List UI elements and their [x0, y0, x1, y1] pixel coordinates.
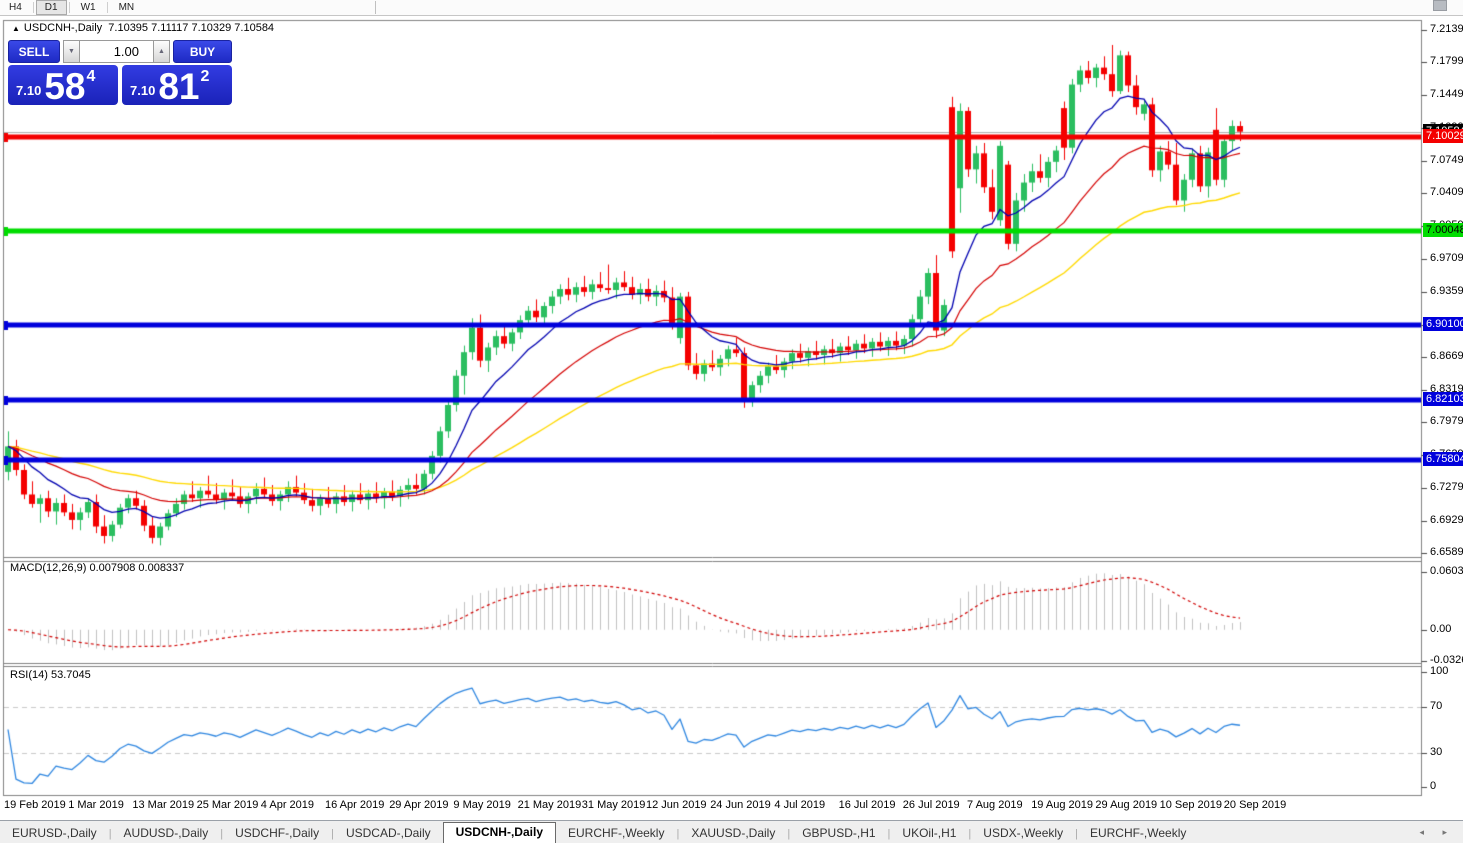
trade-panel: SELL ▼ 1.00 ▲ BUY 7.10 58 4 7.10 81 2 [8, 40, 232, 105]
date-axis-label: 4 Jul 2019 [774, 799, 826, 811]
date-axis-label: 9 May 2019 [453, 799, 511, 811]
symbol-info[interactable]: ▲ USDCNH-,Daily 7.10395 7.11117 7.10329 7… [12, 22, 274, 34]
toolbar-separator [106, 2, 108, 13]
date-axis-label: 10 Sep 2019 [1159, 799, 1222, 811]
tab-audusd-daily[interactable]: AUDUSD-,Daily [123, 826, 209, 840]
axis-tick-label: 7.21390 [1430, 23, 1463, 35]
symbol-name: USDCNH-,Daily [23, 22, 103, 34]
buy-price-big-figure: 7.10 [130, 83, 156, 98]
date-axis-label: 7 Aug 2019 [967, 799, 1023, 811]
date-axis-label: 16 Apr 2019 [325, 799, 385, 811]
date-axis-label: 26 Jul 2019 [902, 799, 960, 811]
date-axis-label: 29 Apr 2019 [389, 799, 449, 811]
tab-usdcnh-daily[interactable]: USDCNH-,Daily [442, 822, 556, 843]
tab-usdx-weekly[interactable]: USDX-,Weekly [983, 826, 1064, 840]
date-axis-label: 16 Jul 2019 [838, 799, 896, 811]
tab-usdchf-daily[interactable]: USDCHF-,Daily [235, 826, 320, 840]
axis-tick-label: 7.07490 [1430, 153, 1463, 166]
toolbar-separator [32, 2, 34, 13]
tab-eurusd-daily[interactable]: EURUSD-,Daily [12, 826, 97, 840]
tab-separator: | [1075, 828, 1078, 840]
sell-price-point: 4 [86, 68, 96, 85]
macd-label: MACD(12,26,9) 0.007908 0.008337 [10, 562, 185, 574]
buy-price-pips: 81 [158, 66, 200, 107]
tab-eurchf-weekly[interactable]: EURCHF-,Weekly [568, 826, 665, 840]
date-axis-label: 20 Sep 2019 [1223, 799, 1287, 811]
date-axis-label: 13 Mar 2019 [132, 799, 195, 811]
sell-price-pips: 58 [44, 66, 86, 107]
tab-separator: | [968, 828, 972, 840]
tab-separator: | [331, 828, 334, 840]
symbol-quotes: 7.10395 7.11117 7.10329 7.10584 [108, 22, 275, 34]
date-axis-label: 4 Apr 2019 [260, 799, 315, 811]
buy-button[interactable]: BUY [173, 40, 232, 63]
level-label-resistance: 7.10029 [1423, 129, 1463, 144]
axis-tick-label: 6.97090 [1430, 251, 1463, 264]
axis-tick-label: 0 [1430, 780, 1437, 792]
tab-usdcad-daily[interactable]: USDCAD-,Daily [345, 826, 431, 840]
date-axis-label: 12 Jun 2019 [646, 799, 707, 811]
tab-xauusd-daily[interactable]: XAUUSD-,Daily [691, 826, 776, 840]
axis-tick-label: 6.79790 [1430, 415, 1463, 427]
toolbar-group-separator [375, 1, 377, 14]
tab-separator: | [787, 828, 791, 840]
timeframe-toolbar: H4 D1 W1 MN [0, 0, 1463, 16]
volume-stepper: ▼ 1.00 ▲ [63, 40, 170, 63]
date-axis-label: 19 Feb 2019 [4, 799, 66, 811]
axis-tick-label: 30 [1430, 745, 1443, 758]
volume-up-icon[interactable]: ▲ [153, 40, 170, 63]
timeframe-button-d1[interactable]: D1 [35, 0, 67, 15]
axis-tick-label: 6.69290 [1430, 513, 1463, 526]
axis-tick-label: 6.83190 [1430, 382, 1463, 395]
date-axis-label: 31 May 2019 [581, 799, 646, 811]
axis-tick-label: 0.060317 [1430, 565, 1463, 577]
axis-tick-label: -0.032648 [1430, 654, 1463, 666]
tab-scroll-arrows[interactable]: ◂ ▸ [1419, 827, 1455, 837]
axis-tick-label: 7.14490 [1430, 88, 1463, 101]
timeframe-button-w1[interactable]: W1 [80, 2, 96, 13]
date-axis-label: 19 Aug 2019 [1031, 799, 1093, 811]
sell-quote[interactable]: 7.10 58 4 [8, 65, 118, 105]
volume-down-icon[interactable]: ▼ [63, 40, 80, 63]
timeframe-button-mn[interactable]: MN [118, 2, 135, 13]
axis-tick-label: 6.72790 [1430, 480, 1463, 493]
date-axis-label: 1 Mar 2019 [68, 799, 124, 811]
date-axis-label: 24 Jun 2019 [710, 799, 771, 811]
tab-ukoil-h1[interactable]: UKOil-,H1 [902, 826, 957, 840]
toolbar-corner-box [1433, 0, 1447, 11]
tab-gbpusd-h1[interactable]: GBPUSD-,H1 [802, 826, 876, 840]
tab-separator: | [676, 828, 680, 840]
level-label-support-1: 6.90100 [1423, 316, 1463, 331]
axis-tick-label: 6.93590 [1430, 284, 1463, 297]
axis-tick-label: 6.86690 [1430, 349, 1463, 362]
tab-separator: | [220, 828, 224, 840]
date-axis-label: 29 Aug 2019 [1095, 799, 1158, 811]
chart-canvas[interactable] [0, 16, 1463, 820]
level-label-support-3: 6.75804 [1423, 451, 1463, 466]
timeframe-button-h4[interactable]: H4 [9, 2, 22, 13]
axis-tick-label: 70 [1430, 699, 1443, 712]
tab-separator: | [887, 828, 891, 840]
axis-tick-label: 0.00 [1430, 622, 1452, 635]
toolbar-separator [68, 2, 70, 13]
buy-price-point: 2 [200, 68, 210, 85]
sell-button[interactable]: SELL [8, 40, 60, 63]
axis-tick-label: 7.17990 [1430, 55, 1463, 68]
buy-quote[interactable]: 7.10 81 2 [122, 65, 232, 105]
level-label-seven: 7.00048 [1423, 223, 1463, 238]
date-axis-label: 25 Mar 2019 [196, 799, 259, 811]
tab-separator: | [108, 828, 112, 840]
axis-tick-label: 100 [1430, 665, 1449, 677]
rsi-label: RSI(14) 53.7045 [10, 669, 91, 681]
level-label-support-2: 6.82103 [1423, 392, 1463, 407]
date-axis-label: 21 May 2019 [517, 799, 582, 811]
volume-input[interactable]: 1.00 [80, 40, 153, 63]
axis-tick-label: 7.04090 [1430, 186, 1463, 199]
tab-eurchf-weekly[interactable]: EURCHF-,Weekly [1089, 826, 1187, 840]
symbol-tabbar: EURUSD-,Daily | AUDUSD-,Daily | USDCHF-,Dail… [0, 820, 1463, 843]
collapse-triangle-icon[interactable]: ▲ [12, 24, 20, 33]
sell-price-big-figure: 7.10 [16, 83, 42, 98]
